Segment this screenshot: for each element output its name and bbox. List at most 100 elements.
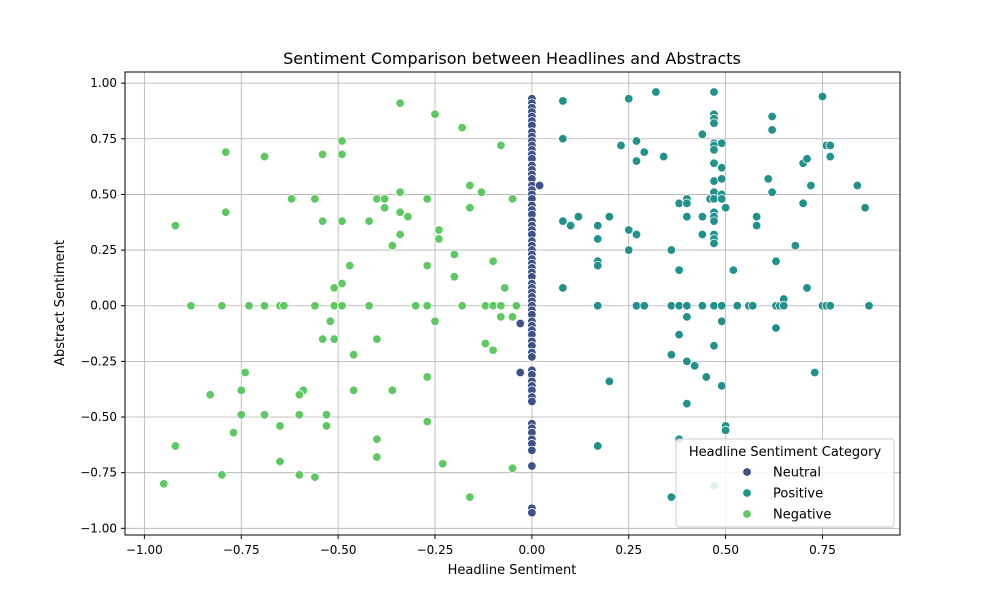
data-point-positive [593, 220, 603, 231]
x-axis-label: Headline Sentiment [448, 563, 577, 578]
legend-label-neutral: Neutral [773, 466, 821, 481]
data-point-positive [763, 174, 773, 184]
data-point-negative [476, 187, 487, 197]
data-point-negative [496, 301, 506, 311]
x-tick-label: −0.75 [223, 543, 260, 557]
data-point-negative [310, 472, 320, 482]
data-point-negative [438, 459, 448, 469]
legend-title: Headline Sentiment Category [689, 445, 882, 460]
data-point-negative [372, 434, 382, 444]
data-point-positive [558, 96, 568, 106]
series-positive [558, 87, 874, 502]
data-point-neutral [534, 180, 545, 191]
data-point-positive [806, 180, 816, 191]
data-point-positive [717, 174, 727, 184]
data-point-positive [779, 301, 789, 311]
data-point-positive [674, 301, 684, 311]
y-tick-label: −1.00 [80, 521, 117, 535]
data-point-positive [852, 180, 863, 191]
data-point-positive [717, 316, 727, 327]
data-point-positive [651, 87, 661, 97]
data-point-positive [697, 301, 708, 311]
data-point-negative [317, 149, 328, 160]
legend-marker-neutral [742, 467, 752, 477]
data-point-positive [864, 301, 874, 311]
data-point-negative [395, 229, 405, 240]
y-tick-label: 0.00 [90, 299, 117, 313]
data-point-positive [709, 341, 719, 351]
data-point-negative [372, 452, 382, 462]
data-point-positive [697, 211, 708, 222]
data-point-positive [666, 492, 677, 502]
x-tick-label: 0.25 [615, 543, 642, 557]
data-point-negative [325, 316, 336, 327]
data-point-negative [259, 301, 270, 311]
data-point-positive [682, 312, 692, 322]
data-point-positive [697, 229, 708, 240]
y-tick-label: 1.00 [90, 76, 117, 90]
data-point-negative [507, 194, 518, 204]
data-point-positive [624, 245, 634, 255]
data-point-negative [345, 260, 355, 271]
data-point-positive [565, 220, 576, 231]
data-point-negative [286, 194, 297, 204]
data-point-positive [709, 118, 719, 128]
data-point-positive [558, 283, 568, 293]
data-point-negative [422, 416, 432, 427]
data-point-negative [410, 301, 421, 311]
data-point-negative [205, 390, 215, 400]
data-point-negative [259, 151, 270, 162]
legend-label-negative: Negative [773, 508, 831, 523]
data-point-neutral [527, 508, 537, 518]
data-point-positive [639, 301, 649, 311]
data-points [159, 87, 874, 518]
data-point-negative [496, 140, 506, 151]
data-point-positive [720, 425, 731, 436]
data-point-negative [434, 225, 444, 235]
y-tick-label: −0.25 [80, 354, 117, 368]
data-point-positive [810, 367, 820, 378]
data-point-negative [364, 301, 374, 311]
data-point-negative [372, 194, 382, 204]
data-point-neutral [527, 445, 537, 456]
data-point-negative [422, 372, 432, 382]
data-point-positive [666, 349, 677, 360]
data-point-negative [480, 301, 491, 311]
data-point-positive [666, 301, 677, 311]
data-point-negative [387, 240, 398, 251]
data-point-negative [228, 427, 239, 438]
data-point-positive [732, 301, 742, 311]
data-point-positive [593, 260, 603, 271]
data-point-positive [674, 329, 684, 340]
data-point-negative [294, 390, 305, 400]
data-point-neutral [515, 318, 525, 329]
data-point-positive [717, 163, 727, 173]
data-point-positive [697, 129, 708, 140]
data-point-negative [259, 410, 270, 420]
data-point-negative [329, 283, 339, 293]
data-point-positive [674, 198, 684, 209]
data-point-positive [682, 301, 692, 311]
data-point-positive [709, 238, 719, 249]
x-tick-label: −0.50 [320, 543, 357, 557]
data-point-negative [457, 122, 467, 133]
data-point-negative [457, 301, 467, 311]
y-tick-label: −0.50 [80, 410, 117, 424]
data-point-negative [465, 180, 475, 191]
data-point-negative [496, 312, 506, 322]
data-point-positive [631, 301, 642, 311]
data-point-negative [372, 334, 382, 344]
data-point-positive [802, 283, 812, 293]
data-point-positive [682, 356, 692, 367]
data-point-negative [279, 301, 289, 311]
data-point-positive [709, 87, 719, 97]
x-tick-label: 0.00 [519, 543, 546, 557]
data-point-negative [422, 194, 432, 204]
data-point-negative [186, 301, 196, 311]
data-point-neutral [527, 461, 537, 471]
data-point-negative [422, 301, 432, 311]
data-point-positive [616, 140, 626, 151]
data-point-positive [666, 245, 677, 255]
data-point-negative [317, 334, 328, 344]
